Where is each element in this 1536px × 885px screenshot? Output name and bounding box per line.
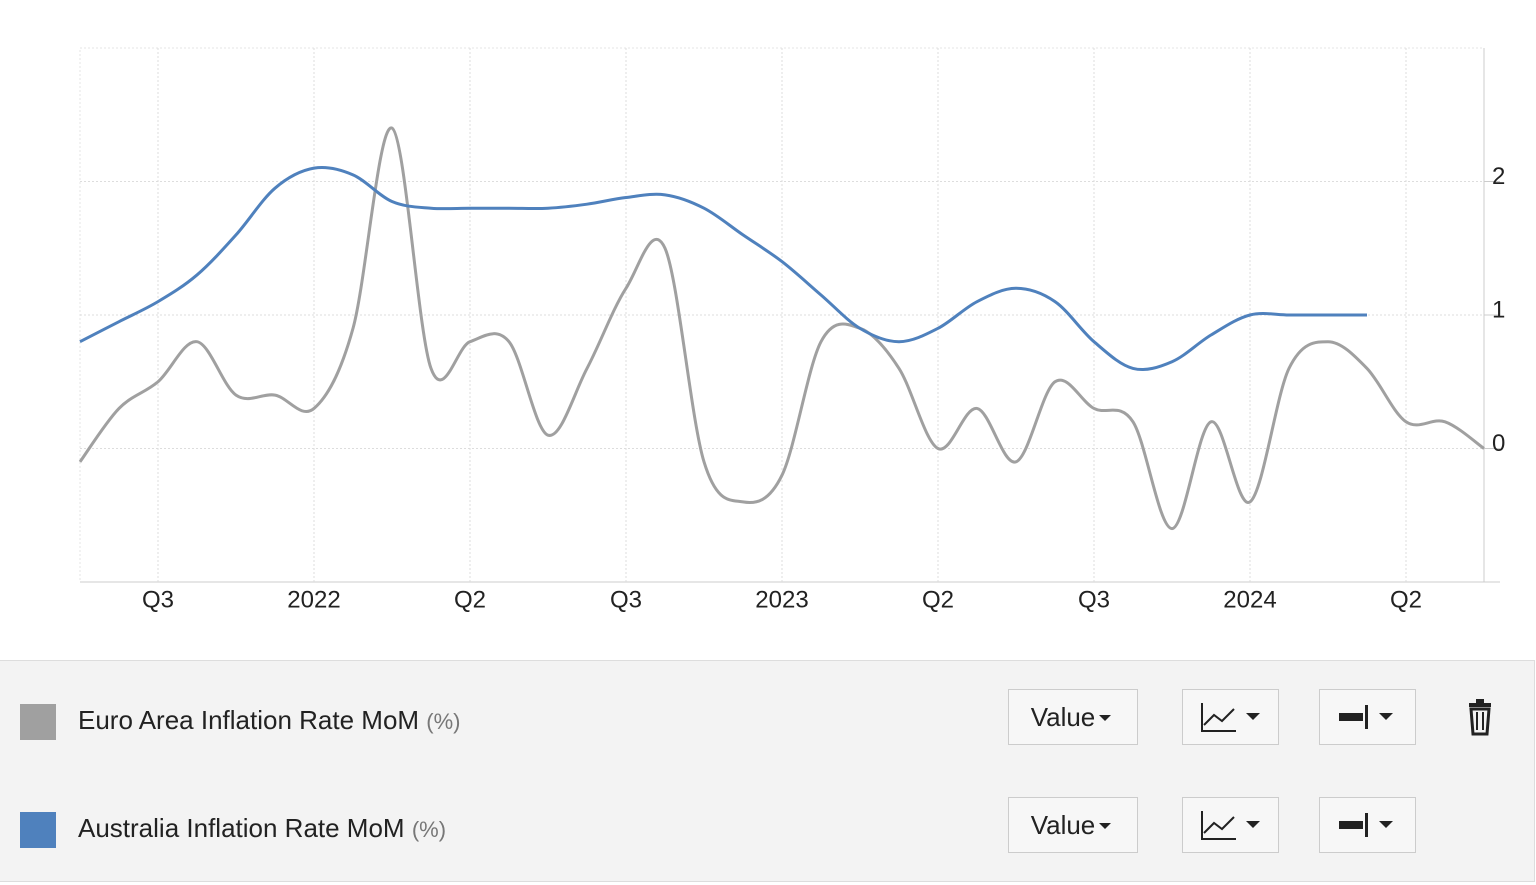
series-unit: (%) <box>426 709 461 734</box>
caret <box>1099 823 1112 829</box>
series-name: Australia Inflation Rate MoM <box>78 813 405 843</box>
x-tick-label: Q3 <box>1078 586 1110 613</box>
x-tick-label: 2024 <box>1223 586 1276 613</box>
axis-button[interactable] <box>1319 797 1416 853</box>
mode-button[interactable]: Value <box>1008 689 1138 745</box>
line-icon <box>1200 811 1260 840</box>
mode-label: Value <box>1030 701 1096 732</box>
y-tick-label: 1 <box>1492 296 1505 323</box>
series-line <box>78 126 1485 531</box>
legend-row: Australia Inflation Rate MoM (%) Value <box>0 769 1534 853</box>
caret <box>1099 715 1112 721</box>
x-tick-label: Q2 <box>1390 586 1422 613</box>
chart-type-button[interactable] <box>1182 797 1279 853</box>
line-icon <box>1200 703 1260 732</box>
x-tick-label: Q3 <box>142 586 174 613</box>
series-unit: (%) <box>411 817 447 842</box>
legend-row: Euro Area Inflation Rate MoM (%) Value <box>0 661 1534 745</box>
x-tick-label: Q2 <box>454 586 486 613</box>
chart: 0 1 2 Q3 2022 Q2 Q3 2023 Q2 Q3 2024 Q2 <box>78 47 1505 613</box>
trash-icon <box>1469 699 1491 736</box>
mode-button[interactable]: Value <box>1008 797 1138 853</box>
series-name: Euro Area Inflation Rate MoM <box>78 705 420 735</box>
axis-icon <box>1338 705 1393 729</box>
axis-icon <box>1338 813 1393 837</box>
x-tick-label: 2023 <box>755 586 808 613</box>
x-tick-label: Q3 <box>610 586 642 613</box>
delete-button[interactable] <box>1460 689 1500 745</box>
legend-swatch <box>20 812 56 848</box>
mode-label: Value <box>1030 809 1096 840</box>
y-tick-label: 2 <box>1492 163 1505 190</box>
x-tick-label: Q2 <box>922 586 954 613</box>
legend-swatch <box>20 704 56 740</box>
legend-name: Australia Inflation Rate MoM (%) <box>78 813 446 844</box>
chart-type-button[interactable] <box>1182 689 1279 745</box>
x-tick-label: 2022 <box>287 586 340 613</box>
series-line <box>79 165 1367 372</box>
y-tick-label: 0 <box>1492 430 1505 457</box>
legend-name: Euro Area Inflation Rate MoM (%) <box>78 705 461 736</box>
axis-button[interactable] <box>1319 689 1416 745</box>
legend-panel: Euro Area Inflation Rate MoM (%) Value Aus… <box>0 660 1535 882</box>
